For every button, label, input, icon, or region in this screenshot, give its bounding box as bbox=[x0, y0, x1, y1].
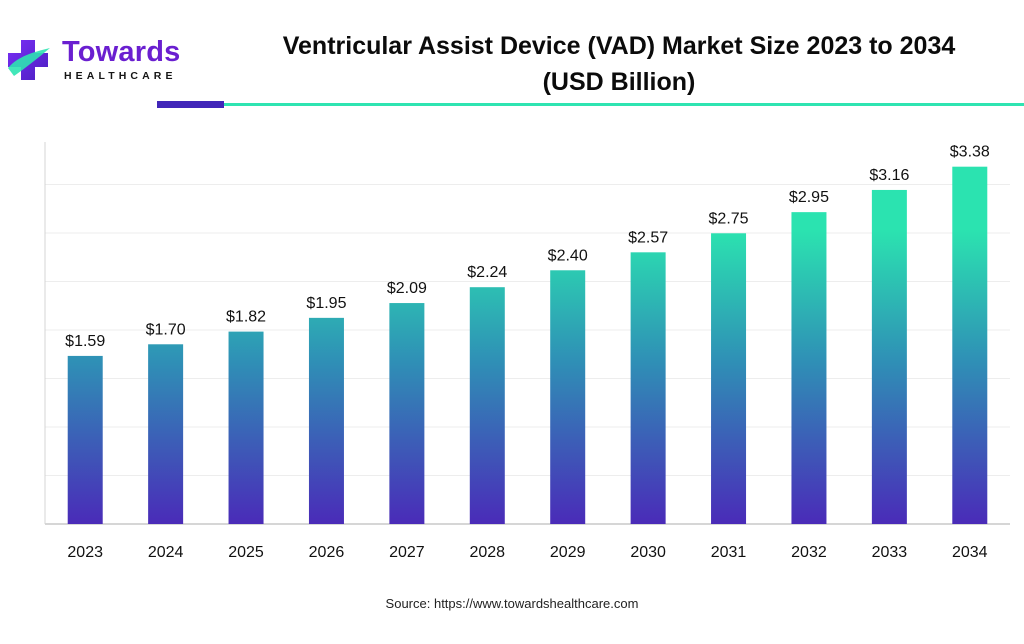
chart-title: Ventricular Assist Device (VAD) Market S… bbox=[214, 28, 1024, 100]
x-tick-label: 2029 bbox=[550, 544, 586, 561]
bar-2030 bbox=[630, 252, 666, 525]
x-tick-label: 2028 bbox=[469, 544, 505, 561]
bar-2024 bbox=[148, 344, 184, 524]
bar-2023 bbox=[67, 355, 103, 524]
chart-title-line2: (USD Billion) bbox=[542, 68, 696, 96]
data-label: $2.40 bbox=[548, 247, 588, 264]
data-label: $1.82 bbox=[226, 309, 266, 326]
data-label: $1.70 bbox=[146, 321, 186, 338]
data-label: $2.95 bbox=[789, 189, 829, 206]
bar-2034 bbox=[952, 166, 988, 524]
data-label: $2.24 bbox=[467, 264, 507, 281]
data-label: $2.09 bbox=[387, 280, 427, 297]
header-rule bbox=[224, 103, 1024, 106]
data-label: $2.57 bbox=[628, 229, 668, 246]
x-tick-label: 2031 bbox=[711, 544, 747, 561]
x-tick-label: 2032 bbox=[791, 544, 827, 561]
data-label: $1.59 bbox=[65, 333, 105, 350]
x-tick-label: 2027 bbox=[389, 544, 425, 561]
brand-tagline: HEALTHCARE bbox=[64, 70, 177, 82]
bar-2028 bbox=[469, 287, 505, 524]
header-rule-accent bbox=[157, 101, 224, 108]
medical-cross-icon bbox=[8, 40, 50, 80]
bar-2025 bbox=[228, 331, 264, 524]
data-label: $3.16 bbox=[869, 167, 909, 184]
chart-title-line1: Ventricular Assist Device (VAD) Market S… bbox=[282, 32, 956, 60]
data-label: $2.75 bbox=[709, 210, 749, 227]
brand-logo: Towards HEALTHCARE bbox=[4, 36, 194, 86]
x-tick-label: 2023 bbox=[67, 544, 103, 561]
bar-2033 bbox=[871, 189, 907, 524]
bar-2031 bbox=[711, 233, 747, 525]
x-tick-label: 2025 bbox=[228, 544, 264, 561]
x-tick-label: 2030 bbox=[630, 544, 666, 561]
bar-2032 bbox=[791, 212, 827, 524]
x-tick-label: 2024 bbox=[148, 544, 184, 561]
source-note: Source: https://www.towardshealthcare.co… bbox=[385, 596, 639, 611]
bar-2026 bbox=[308, 317, 344, 524]
brand-name: Towards bbox=[62, 36, 181, 68]
x-tick-label: 2026 bbox=[309, 544, 345, 561]
data-label: $1.95 bbox=[306, 295, 346, 312]
bar-2027 bbox=[389, 303, 425, 524]
x-tick-label: 2033 bbox=[872, 544, 908, 561]
bar-2029 bbox=[550, 270, 586, 524]
data-label: $3.38 bbox=[950, 144, 990, 161]
x-tick-label: 2034 bbox=[952, 544, 988, 561]
